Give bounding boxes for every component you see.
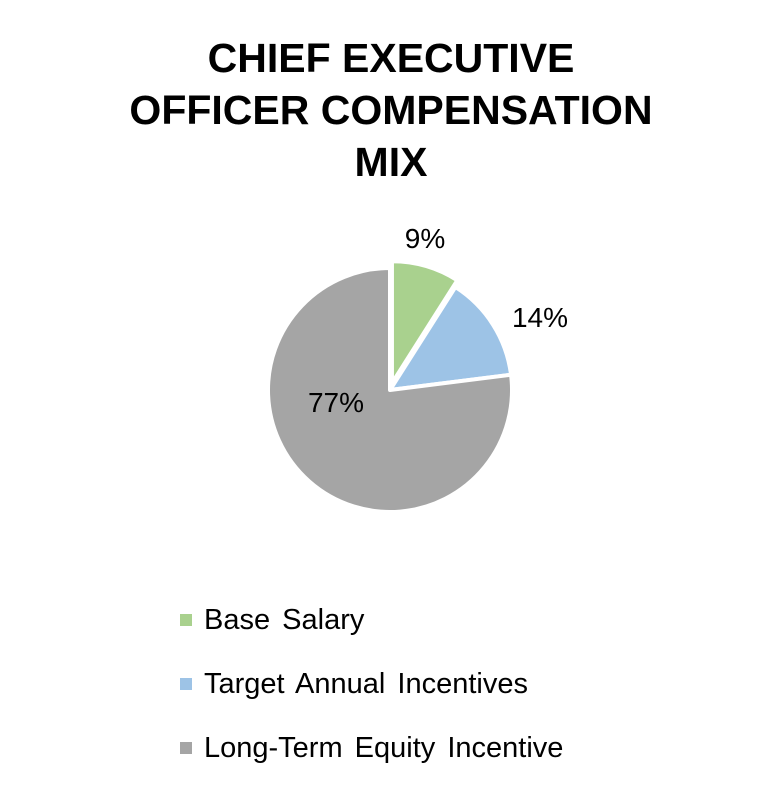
- legend-label-base-salary: Base Salary: [204, 603, 365, 636]
- legend-swatch-base-salary: [180, 614, 192, 626]
- chart-title-line-2: OFFICER COMPENSATION: [129, 87, 653, 133]
- pie-data-labels: 9% 14% 77%: [308, 223, 568, 418]
- chart-title-line-1: CHIEF EXECUTIVE: [207, 35, 575, 81]
- legend-item-target-annual-incentives: Target Annual Incentives: [180, 652, 563, 716]
- legend-swatch-long-term-equity-incentive: [180, 742, 192, 754]
- legend-item-base-salary: Base Salary: [180, 588, 563, 652]
- legend-item-long-term-equity-incentive: Long-Term Equity Incentive: [180, 716, 563, 780]
- data-label-base-salary: 9%: [405, 223, 445, 254]
- legend-swatch-target-annual-incentives: [180, 678, 192, 690]
- chart-title: CHIEF EXECUTIVE OFFICER COMPENSATION MIX: [0, 32, 782, 188]
- pie-slice-target-annual-incentives: [388, 284, 514, 392]
- chart-title-line-3: MIX: [354, 139, 428, 185]
- legend-label-target-annual-incentives: Target Annual Incentives: [204, 667, 528, 700]
- legend-label-long-term-equity-incentive: Long-Term Equity Incentive: [204, 731, 564, 764]
- data-label-target-annual-incentives: 14%: [512, 302, 568, 333]
- legend: Base Salary Target Annual Incentives Lon…: [180, 588, 563, 780]
- pie-slice-base-salary: [389, 259, 460, 386]
- pie-slice-long-term-equity-incentive: [266, 266, 514, 514]
- pie-slices: [266, 259, 514, 514]
- data-label-long-term-equity-incentive: 77%: [308, 387, 364, 418]
